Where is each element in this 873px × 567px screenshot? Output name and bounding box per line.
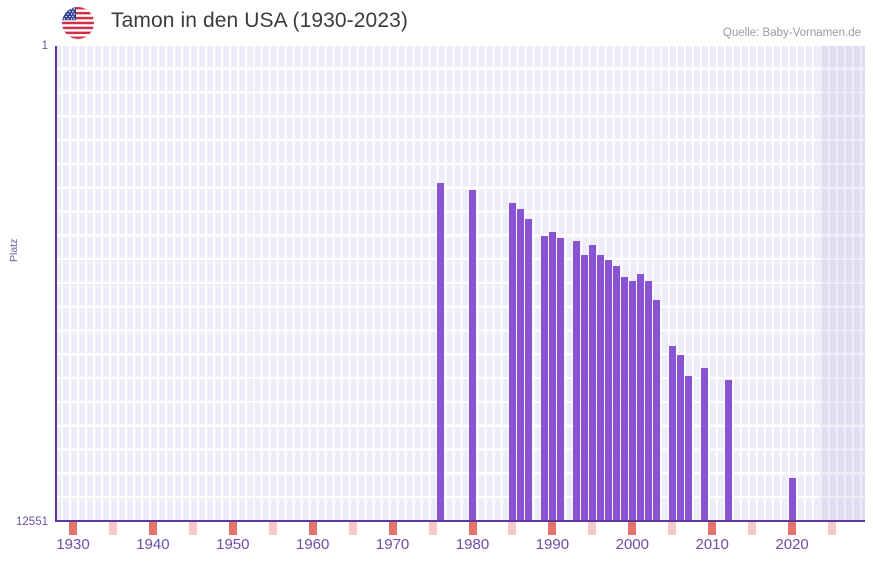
x-axis-marker-1930 (69, 522, 77, 535)
bar-1993 (572, 241, 580, 522)
x-axis-marker-2015 (748, 522, 757, 535)
bar-2006 (676, 355, 684, 522)
bar-1990 (548, 231, 556, 522)
x-tick-label-1950: 1950 (216, 536, 250, 553)
x-axis-marker-2010 (708, 522, 717, 535)
x-tick-label-1940: 1940 (136, 536, 170, 553)
x-tick-label-2020: 2020 (775, 536, 809, 553)
x-axis-ticks: 1930 1940 1950 1960 1970 1980 1990 2000 2010 2020 (55, 522, 865, 567)
x-axis-marker-1960 (308, 522, 317, 535)
x-axis-marker-1940 (148, 522, 157, 535)
us-flag-icon (62, 7, 94, 39)
chart-header: Tamon in den USA (1930-2023) Quelle: Bab… (0, 0, 873, 46)
bar-1986 (516, 209, 525, 522)
x-axis-line (55, 520, 865, 522)
x-tick-label-1930: 1930 (56, 536, 90, 553)
bar-2020 (788, 478, 796, 522)
bar-1976 (436, 182, 445, 522)
bar-1996 (596, 254, 604, 522)
bar-1997 (604, 260, 612, 522)
bar-2012 (724, 379, 732, 522)
bar-1987 (524, 218, 533, 522)
page-title: Tamon in den USA (1930-2023) (111, 9, 408, 32)
y-axis-label: Platz (8, 238, 20, 262)
x-axis-marker-1945 (188, 522, 197, 535)
x-axis-marker-2000 (628, 522, 637, 535)
bar-series (55, 46, 865, 522)
x-axis-marker-1995 (588, 522, 597, 535)
x-tick-label-1960: 1960 (296, 536, 330, 553)
bar-1999 (620, 277, 628, 522)
bar-2001 (636, 273, 644, 522)
y-tick-bottom: 12551 (16, 516, 48, 528)
bar-1994 (580, 254, 588, 522)
x-tick-label-1990: 1990 (535, 536, 570, 553)
x-axis-marker-2005 (668, 522, 677, 535)
y-axis-line (55, 46, 57, 522)
x-axis-marker-1980 (468, 522, 477, 535)
y-tick-top: 1 (41, 40, 48, 52)
x-axis-marker-2025 (828, 522, 837, 535)
bar-2009 (700, 368, 708, 522)
x-axis-marker-1975 (428, 522, 437, 535)
bar-1991 (556, 237, 564, 522)
x-axis-marker-1985 (508, 522, 517, 535)
x-axis-marker-1955 (268, 522, 277, 535)
x-tick-label-2010: 2010 (695, 536, 729, 553)
x-axis-marker-1950 (228, 522, 237, 535)
x-axis-marker-1935 (108, 522, 117, 535)
bar-1980 (468, 190, 477, 522)
bar-2005 (668, 345, 676, 522)
bar-1995 (588, 245, 596, 522)
bar-2000 (628, 281, 636, 522)
x-tick-label-2000: 2000 (615, 536, 649, 553)
bar-2002 (644, 281, 652, 522)
bar-1985 (508, 203, 517, 522)
plot-area (55, 46, 865, 522)
bar-2003 (652, 300, 660, 522)
x-tick-label-1980: 1980 (455, 536, 490, 553)
x-axis-marker-2020 (788, 522, 797, 535)
source-note: Quelle: Baby-Vornamen.de (722, 27, 861, 39)
bar-1989 (540, 235, 548, 522)
x-axis-marker-1990 (548, 522, 557, 535)
bar-1998 (612, 265, 620, 522)
bar-2007 (684, 375, 692, 522)
x-axis-marker-1970 (388, 522, 397, 535)
x-tick-label-1970: 1970 (375, 536, 410, 553)
x-axis-marker-1965 (348, 522, 357, 535)
